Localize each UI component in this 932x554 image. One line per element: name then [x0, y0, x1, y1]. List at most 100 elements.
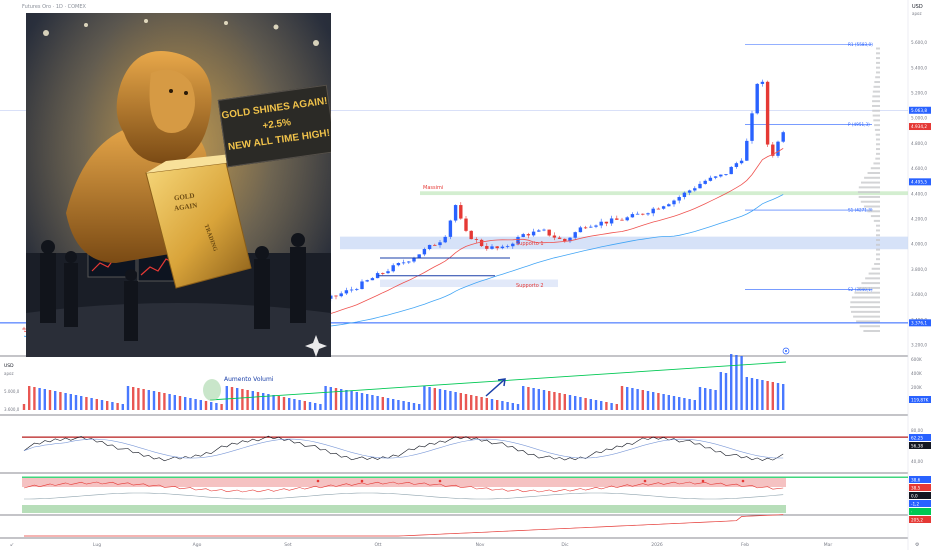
- volume-highlight: [203, 379, 221, 401]
- volume-bar: [386, 398, 390, 410]
- volume-bar: [69, 394, 72, 410]
- osc-badge-bg-2: [909, 492, 931, 499]
- volume-bar: [683, 398, 686, 410]
- volume-bar: [620, 386, 624, 410]
- pivot-label-s2: S2 (3640,1): [848, 287, 873, 292]
- label-massimi: Massimi: [423, 185, 443, 191]
- volume-profile-bar: [857, 191, 880, 194]
- volume-profile-bar: [850, 301, 880, 304]
- candle-body: [563, 238, 567, 242]
- volume-bar: [147, 390, 150, 410]
- volume-bar: [251, 391, 254, 410]
- candle-body: [589, 226, 593, 228]
- volume-bar: [168, 394, 171, 410]
- volume-profile-bar: [874, 124, 880, 127]
- candle-body: [469, 230, 473, 240]
- candle-body: [750, 113, 754, 141]
- volume-profile-bar: [874, 262, 880, 265]
- price-tick-7: 3.600,0: [911, 292, 927, 297]
- volume-bar: [516, 404, 520, 410]
- candle-body: [656, 208, 661, 210]
- time-tick-4: Nov: [476, 542, 485, 548]
- promo-banner: GOLD SHINES AGAIN! +2.5% NEW ALL TIME HI…: [217, 84, 331, 168]
- volume-bar: [412, 403, 416, 410]
- volume-profile-bar: [876, 258, 880, 261]
- volume-bar: [137, 388, 140, 410]
- candle-body: [599, 221, 603, 226]
- volume-trend-line: [209, 361, 787, 401]
- candle-body: [755, 83, 759, 114]
- volume-bar: [355, 392, 358, 410]
- zoom-reset-icon: ↙: [10, 542, 14, 548]
- volume-bar: [106, 401, 109, 410]
- volume-bar: [615, 404, 618, 410]
- massimi-zone: [420, 191, 908, 196]
- price-tick-1: 4.800,0: [911, 141, 927, 146]
- price-tick-4: 4.200,0: [911, 217, 927, 222]
- candle-body: [573, 232, 577, 238]
- candle-body: [651, 208, 655, 214]
- volume-bar: [282, 397, 286, 410]
- bottom-badge: 205,2: [911, 518, 923, 523]
- volume-bar: [600, 401, 603, 410]
- volume-bar: [626, 387, 629, 410]
- volume-profile-bar: [870, 215, 880, 218]
- volume-profile-bar: [876, 243, 880, 246]
- volume-bar: [776, 383, 780, 410]
- candle-body: [365, 280, 369, 282]
- candle-body: [765, 81, 770, 145]
- gear-icon: ⚙: [915, 542, 920, 548]
- volume-bar: [303, 401, 306, 410]
- currency-sub: apoz: [912, 11, 922, 16]
- volume-bar: [95, 399, 98, 410]
- volume-profile-bar: [873, 119, 880, 122]
- volume-profile-bar: [853, 315, 880, 318]
- candle-body: [661, 206, 666, 209]
- volume-badge-bg: [909, 396, 931, 403]
- candle-body: [615, 218, 619, 220]
- candle-body: [349, 289, 354, 291]
- volume-profile-bar: [856, 320, 880, 323]
- volume-bar: [558, 393, 561, 410]
- volume-bar: [771, 382, 774, 410]
- rsi-badge-bg-1: [909, 442, 931, 449]
- candle-body: [557, 237, 562, 239]
- candle-body: [578, 227, 583, 233]
- price-badge-0: 5.063,8: [911, 108, 927, 113]
- volume-bar: [319, 404, 322, 410]
- price-tick-9: 3.200,0: [911, 343, 927, 348]
- candle-body: [698, 183, 702, 189]
- candle-body: [500, 246, 505, 249]
- candle-body: [521, 234, 525, 238]
- volume-bar: [563, 394, 566, 410]
- volume-profile-bar: [871, 267, 880, 270]
- volume-currency: USD: [4, 363, 14, 369]
- volume-bar: [152, 391, 156, 410]
- osc-badge-bg-1: [909, 484, 931, 491]
- candle-body: [448, 220, 453, 237]
- time-tick-8: Mar: [824, 542, 833, 548]
- price-badge-bg-0: [909, 106, 931, 114]
- candle-body: [620, 219, 624, 221]
- candle-body: [490, 246, 494, 249]
- price-tick-0: 5.000,0: [911, 116, 927, 121]
- volume-bar: [631, 388, 634, 410]
- volume-bar: [470, 395, 473, 410]
- currency-label[interactable]: USD: [912, 4, 923, 10]
- volume-bar: [542, 390, 546, 410]
- candle-body: [625, 217, 629, 221]
- osc-badge-2: 0,0: [911, 494, 918, 499]
- volume-bar: [48, 390, 52, 410]
- volume-bar: [126, 386, 130, 410]
- volume-bar: [433, 388, 436, 410]
- volume-bar: [709, 389, 712, 410]
- volume-bar: [537, 389, 540, 410]
- settings-icon-dot: [785, 350, 787, 352]
- price-tick-top-0: 5.600,0: [911, 40, 927, 45]
- candle-body: [745, 140, 749, 161]
- osc-badge-bg-3: [909, 500, 931, 507]
- volume-bar: [652, 392, 655, 410]
- volume-bar: [766, 381, 769, 410]
